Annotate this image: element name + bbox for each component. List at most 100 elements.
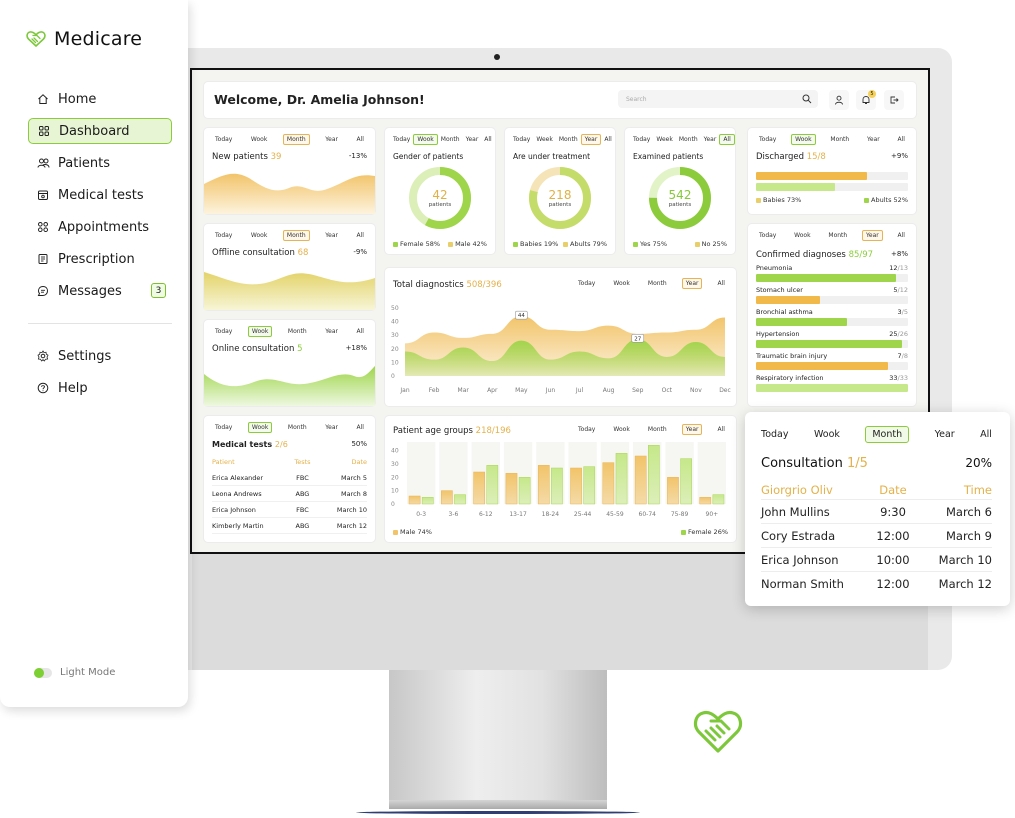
card-title: New patients 39 xyxy=(212,152,281,162)
tab-year[interactable]: Year xyxy=(681,424,703,435)
diagnosis-row[interactable]: Hypertension 25/26 xyxy=(756,330,908,348)
table-row[interactable]: Erica Johnson FBC March 10 xyxy=(212,502,367,518)
tab-week[interactable]: Wook xyxy=(613,426,630,433)
tab-all[interactable]: All xyxy=(717,280,725,287)
tab-today[interactable]: Today xyxy=(513,136,531,143)
tab-today[interactable]: Today xyxy=(759,232,777,239)
tab-year[interactable]: Year xyxy=(681,278,703,289)
tab-all[interactable]: All xyxy=(604,136,612,143)
diagnosis-row[interactable]: Respiratory infection 33/33 xyxy=(756,374,908,392)
tab-month[interactable]: Month xyxy=(647,280,667,287)
diagnosis-confirmed: 7 xyxy=(897,352,902,360)
tab-all[interactable]: All xyxy=(484,136,492,143)
tab-year[interactable]: Year xyxy=(934,429,955,440)
tab-month[interactable]: Month xyxy=(282,230,310,241)
table-row[interactable]: Erica Alexander FBC March 5 xyxy=(212,470,367,486)
tab-all[interactable]: All xyxy=(980,429,992,440)
tab-month[interactable]: Month xyxy=(287,328,307,335)
tab-year[interactable]: Year xyxy=(325,328,338,335)
user-button[interactable] xyxy=(829,90,849,110)
tab-month[interactable]: Month xyxy=(287,424,307,431)
tab-all[interactable]: All xyxy=(717,426,725,433)
legend-label: Male 74% xyxy=(400,528,432,536)
table-row[interactable]: Kimberly Martin ABG March 12 xyxy=(212,518,367,534)
diagnosis-name: Bronchial asthma xyxy=(756,308,813,316)
tab-month[interactable]: Month xyxy=(830,136,850,143)
tab-year[interactable]: Year xyxy=(862,230,883,241)
sidebar-item-patients[interactable]: Patients xyxy=(28,150,172,176)
tab-month[interactable]: Month xyxy=(865,426,910,443)
tab-all[interactable]: All xyxy=(356,136,364,143)
tab-all[interactable]: All xyxy=(356,232,364,239)
legend-label: Yes 75% xyxy=(640,240,668,248)
diagnosis-row[interactable]: Pneumonia 12/13 xyxy=(756,264,908,282)
tab-year[interactable]: Year xyxy=(465,136,479,143)
tab-week[interactable]: Week xyxy=(536,136,553,143)
table-row[interactable]: John Mullins 9:30 March 6 xyxy=(761,500,992,524)
tab-month[interactable]: Month xyxy=(440,136,460,143)
tab-week[interactable]: Wook xyxy=(413,134,438,145)
table-row[interactable]: Norman Smith 12:00 March 12 xyxy=(761,572,992,596)
table-row[interactable]: Cory Estrada 12:00 March 9 xyxy=(761,524,992,548)
tab-today[interactable]: Today xyxy=(761,429,789,440)
tab-week[interactable]: Wook xyxy=(794,232,811,239)
tab-month[interactable]: Month xyxy=(828,232,848,239)
sidebar-item-dashboard[interactable]: Dashboard xyxy=(28,118,172,144)
sidebar-item-help[interactable]: Help xyxy=(28,375,172,401)
tab-all[interactable]: All xyxy=(356,328,364,335)
tab-month[interactable]: Month xyxy=(282,134,310,145)
diagnosis-row[interactable]: Traumatic brain injury 7/8 xyxy=(756,352,908,370)
tab-year[interactable]: Year xyxy=(325,424,338,431)
sidebar-item-prescription[interactable]: Prescription xyxy=(28,246,172,272)
tab-month[interactable]: Month xyxy=(647,426,667,433)
tab-year[interactable]: Year xyxy=(580,134,602,145)
tab-today[interactable]: Today xyxy=(215,328,233,335)
sidebar-item-appointments[interactable]: Appointments xyxy=(28,214,172,240)
tab-today[interactable]: Today xyxy=(215,232,233,239)
cell: March 9 xyxy=(945,528,992,543)
table-row[interactable]: Erica Johnson 10:00 March 10 xyxy=(761,548,992,572)
tab-today[interactable]: Today xyxy=(633,136,651,143)
search-input[interactable]: Search xyxy=(618,90,818,108)
tab-all[interactable]: All xyxy=(356,424,364,431)
bar xyxy=(570,467,582,505)
tab-month[interactable]: Month xyxy=(558,136,578,143)
tab-year[interactable]: Year xyxy=(325,136,338,143)
brand-logo[interactable]: Medicare xyxy=(26,28,142,50)
diagnosis-row[interactable]: Stomach ulcer 5/12 xyxy=(756,286,908,304)
sidebar-item-label: Home xyxy=(58,91,97,107)
sidebar-item-messages[interactable]: Messages 3 xyxy=(28,278,172,304)
card-title-text: Discharged xyxy=(756,152,804,162)
light-mode-toggle[interactable]: Light Mode xyxy=(34,667,115,678)
tab-week[interactable]: Wook xyxy=(250,136,268,143)
tab-week[interactable]: Wook xyxy=(613,280,630,287)
tab-year[interactable]: Year xyxy=(703,136,717,143)
tab-week[interactable]: Wook xyxy=(791,134,816,145)
tab-all[interactable]: All xyxy=(897,136,905,143)
sidebar-item-medical-tests[interactable]: Medical tests xyxy=(28,182,172,208)
logout-button[interactable] xyxy=(884,90,904,110)
tab-today[interactable]: Today xyxy=(759,136,777,143)
tab-week[interactable]: Wook xyxy=(250,232,268,239)
tab-week[interactable]: Wook xyxy=(247,422,273,433)
tab-today[interactable]: Today xyxy=(215,136,233,143)
tab-week[interactable]: Wook xyxy=(247,326,273,337)
sidebar-item-home[interactable]: Home xyxy=(28,86,172,112)
sidebar-item-settings[interactable]: Settings xyxy=(28,343,172,369)
table-row[interactable]: Leona Andrews ABG March 8 xyxy=(212,486,367,502)
tab-today[interactable]: Today xyxy=(578,426,596,433)
tab-year[interactable]: Year xyxy=(325,232,338,239)
tab-today[interactable]: Today xyxy=(578,280,596,287)
diagnosis-row[interactable]: Bronchial asthma 3/5 xyxy=(756,308,908,326)
tab-all[interactable]: All xyxy=(719,134,735,145)
tab-month[interactable]: Month xyxy=(678,136,698,143)
tab-week[interactable]: Week xyxy=(656,136,673,143)
tab-year[interactable]: Year xyxy=(867,136,880,143)
tab-week[interactable]: Wook xyxy=(813,429,840,440)
tab-today[interactable]: Today xyxy=(393,136,411,143)
bar xyxy=(421,497,434,505)
tab-today[interactable]: Today xyxy=(215,424,233,431)
tab-all[interactable]: All xyxy=(897,232,905,239)
toggle-switch[interactable] xyxy=(34,667,52,678)
notifications-button[interactable]: 5 xyxy=(856,90,876,110)
